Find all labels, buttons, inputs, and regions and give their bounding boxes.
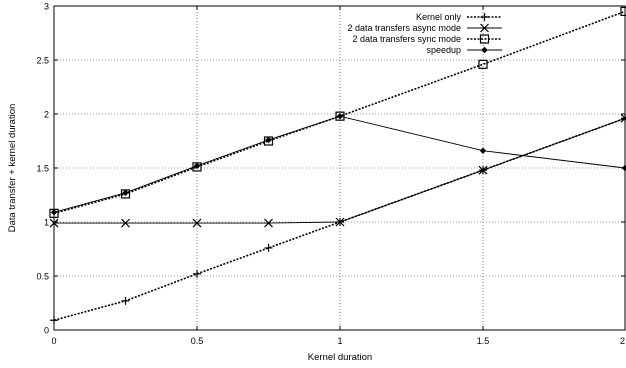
y-tick-label: 0 (44, 326, 49, 336)
x-tick-label: 0.5 (191, 336, 204, 346)
data-point-square (478, 59, 488, 69)
grid-lines (54, 6, 626, 330)
y-tick-label: 2 (44, 110, 49, 120)
data-point-plus (480, 13, 489, 21)
data-point-plus (264, 243, 273, 252)
data-point-cross (264, 218, 273, 228)
data-point-plus (121, 296, 130, 305)
data-point-square (479, 34, 490, 44)
legend-label: 2 data transfers async mode (347, 23, 461, 33)
series-group (50, 112, 626, 216)
x-tick-label: 1.5 (477, 336, 490, 346)
data-point-diamond (481, 46, 488, 54)
data-point-square (335, 111, 345, 121)
y-tick-label: 1.5 (36, 164, 49, 174)
data-point-diamond (122, 189, 129, 197)
y-tick-label: 2.5 (36, 56, 49, 66)
plot-series (49, 6, 626, 325)
x-tick-label: 2 (620, 336, 625, 346)
legend-label: 2 data transfers sync mode (352, 34, 461, 44)
y-tick-label: 0.5 (36, 272, 49, 282)
series-group (49, 113, 626, 228)
data-point-cross (192, 218, 202, 228)
series-line (54, 117, 626, 224)
series-line (53, 115, 626, 213)
y-tick-label: 3 (44, 2, 49, 12)
axis-ticks: 0 0.5 1 1.5 2 0 0.5 1 1.5 2 2.5 3 (36, 2, 626, 346)
x-tick-label: 0 (51, 336, 56, 346)
data-point-diamond (193, 162, 201, 170)
legend-label: speedup (426, 45, 461, 55)
data-point-cross (335, 217, 345, 227)
legend-label: Kernel only (416, 12, 462, 22)
data-point-cross (480, 23, 489, 33)
x-axis-label: Kernel duration (308, 352, 372, 363)
data-point-diamond (336, 112, 344, 120)
data-point-diamond (479, 147, 487, 154)
series-group (49, 6, 626, 218)
data-point-cross (478, 165, 488, 175)
x-tick-label: 1 (337, 336, 342, 346)
y-tick-label: 1 (44, 218, 49, 228)
data-point-cross (121, 218, 130, 228)
data-point-plus (193, 269, 201, 278)
data-point-diamond (265, 136, 272, 144)
y-axis-label: Data transfer + kernel duration (7, 104, 18, 233)
